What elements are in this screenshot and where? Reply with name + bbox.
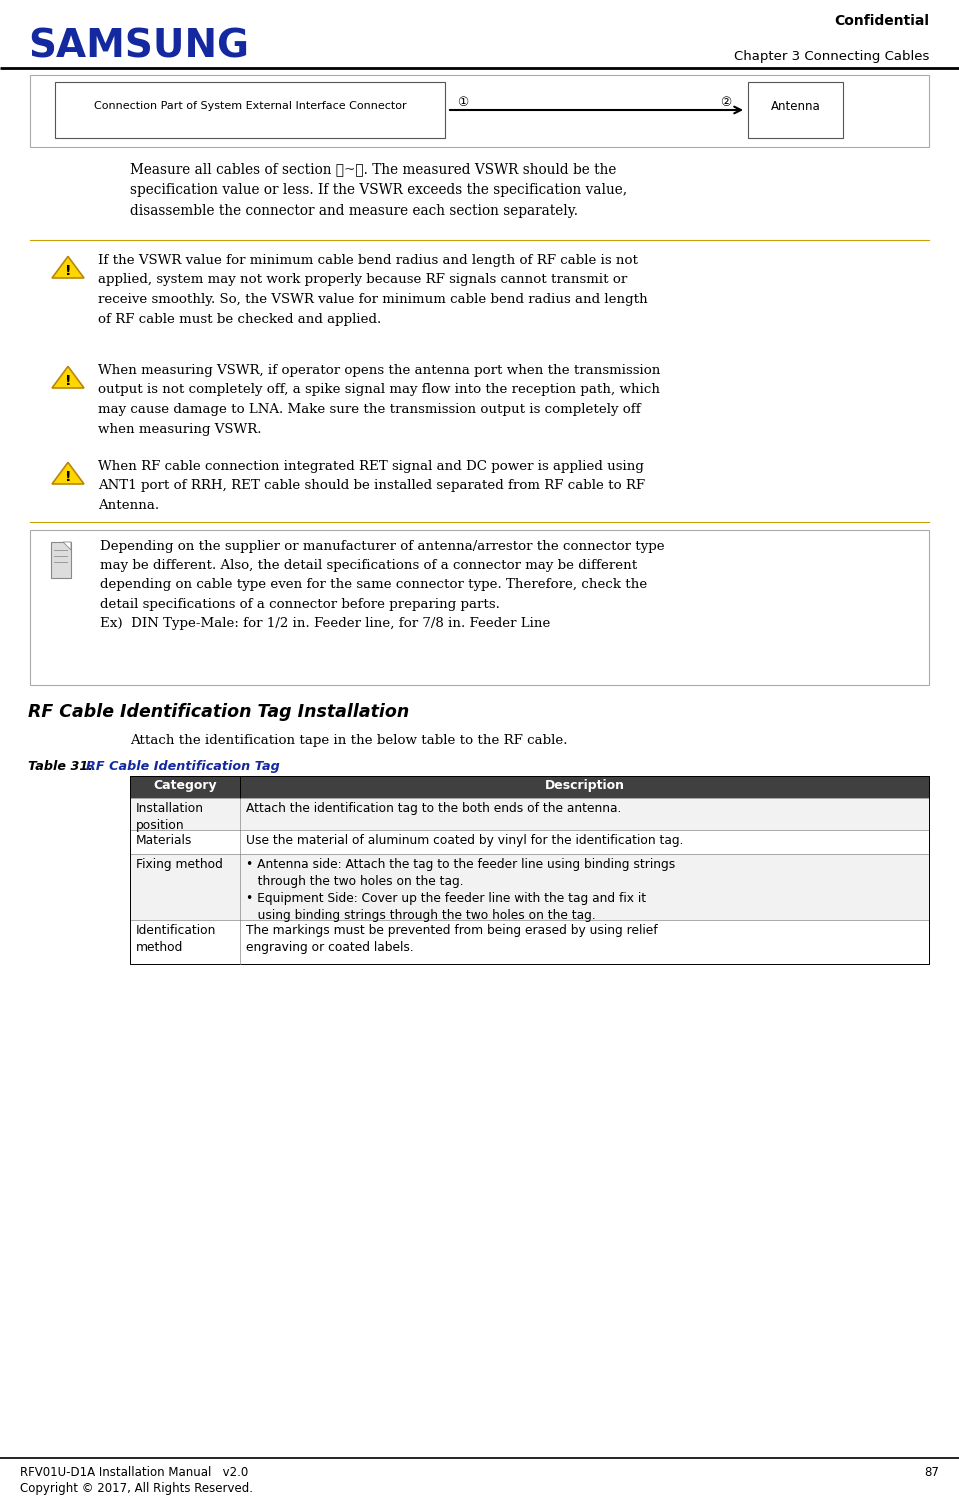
- Polygon shape: [52, 257, 84, 278]
- Bar: [30, 75, 929, 147]
- Bar: [51, 542, 71, 578]
- Bar: [130, 799, 929, 830]
- Text: Identification
method: Identification method: [136, 925, 217, 955]
- Polygon shape: [63, 542, 71, 549]
- Text: Installation
position: Installation position: [136, 802, 204, 832]
- Text: The markings must be prevented from being erased by using relief
engraving or co: The markings must be prevented from bein…: [246, 925, 658, 955]
- Text: 87: 87: [924, 1466, 939, 1478]
- Text: If the VSWR value for minimum cable bend radius and length of RF cable is not
ap: If the VSWR value for minimum cable bend…: [98, 254, 647, 326]
- Text: !: !: [65, 374, 71, 387]
- Text: Attach the identification tag to the both ends of the antenna.: Attach the identification tag to the bot…: [246, 802, 621, 815]
- Text: ①: ①: [457, 96, 469, 108]
- Text: Confidential: Confidential: [834, 14, 929, 29]
- Text: Category: Category: [153, 779, 217, 793]
- Polygon shape: [52, 462, 84, 483]
- Text: Measure all cables of section ①~②. The measured VSWR should be the
specification: Measure all cables of section ①~②. The m…: [130, 162, 627, 218]
- Text: ②: ②: [720, 96, 732, 108]
- Bar: [55, 83, 445, 138]
- Text: Depending on the supplier or manufacturer of antenna/arrestor the connector type: Depending on the supplier or manufacture…: [100, 540, 665, 630]
- Bar: [748, 83, 843, 138]
- Bar: [130, 776, 929, 964]
- Text: !: !: [65, 264, 71, 278]
- Text: When RF cable connection integrated RET signal and DC power is applied using
ANT: When RF cable connection integrated RET …: [98, 459, 645, 512]
- Text: When measuring VSWR, if operator opens the antenna port when the transmission
ou: When measuring VSWR, if operator opens t…: [98, 365, 661, 435]
- Text: • Antenna side: Attach the tag to the feeder line using binding strings
   throu: • Antenna side: Attach the tag to the fe…: [246, 859, 675, 922]
- Text: Antenna: Antenna: [771, 99, 820, 113]
- Text: Description: Description: [545, 779, 624, 793]
- Bar: [130, 830, 929, 854]
- Bar: [130, 920, 929, 964]
- Text: Chapter 3 Connecting Cables: Chapter 3 Connecting Cables: [734, 50, 929, 63]
- Bar: [130, 776, 929, 799]
- Text: Fixing method: Fixing method: [136, 859, 222, 871]
- Bar: [30, 530, 929, 684]
- Bar: [130, 830, 929, 854]
- Bar: [130, 799, 929, 830]
- Text: RF Cable Identification Tag: RF Cable Identification Tag: [86, 760, 280, 773]
- Bar: [130, 854, 929, 920]
- Text: Table 31.: Table 31.: [28, 760, 98, 773]
- Text: !: !: [65, 470, 71, 483]
- Text: SAMSUNG: SAMSUNG: [28, 29, 249, 66]
- Text: Materials: Materials: [136, 835, 193, 847]
- Text: RF Cable Identification Tag Installation: RF Cable Identification Tag Installation: [28, 702, 409, 720]
- Text: Attach the identification tape in the below table to the RF cable.: Attach the identification tape in the be…: [130, 734, 568, 747]
- Bar: [130, 920, 929, 964]
- Bar: [130, 854, 929, 920]
- Text: Copyright © 2017, All Rights Reserved.: Copyright © 2017, All Rights Reserved.: [20, 1481, 253, 1495]
- Text: Use the material of aluminum coated by vinyl for the identification tag.: Use the material of aluminum coated by v…: [246, 835, 684, 847]
- Text: Connection Part of System External Interface Connector: Connection Part of System External Inter…: [94, 101, 407, 111]
- Text: RFV01U-D1A Installation Manual   v2.0: RFV01U-D1A Installation Manual v2.0: [20, 1466, 248, 1478]
- Bar: [130, 776, 929, 799]
- Polygon shape: [52, 366, 84, 387]
